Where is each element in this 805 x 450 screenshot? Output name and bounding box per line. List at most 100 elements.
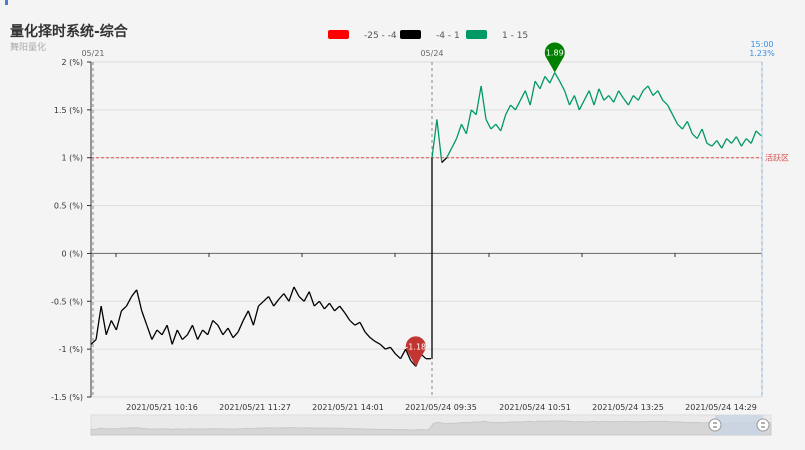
- series-segment: [735, 136, 742, 147]
- series-segment: [745, 138, 752, 144]
- series-segment: [578, 99, 585, 111]
- series-segment: [191, 324, 199, 340]
- legend-swatch: [400, 30, 421, 39]
- series-segment: [598, 88, 605, 101]
- series-segment: [544, 75, 551, 84]
- series-segment: [268, 296, 275, 307]
- y-tick-label: 2 (%): [62, 58, 83, 67]
- series-segment: [740, 138, 747, 147]
- markers: 1.89 -1.18: [405, 42, 565, 367]
- series-segment: [588, 90, 595, 106]
- series-segment: [303, 291, 310, 302]
- series-segment: [490, 123, 497, 130]
- series-segment: [755, 130, 762, 137]
- y-tick-label: 0 (%): [62, 249, 83, 258]
- series-segment: [534, 80, 541, 90]
- series-segment: [339, 305, 346, 314]
- zoom-handle[interactable]: [708, 418, 722, 432]
- series-segment: [681, 120, 688, 130]
- series-segment: [563, 90, 571, 106]
- series-segment: [431, 119, 438, 158]
- series-segment: [495, 123, 502, 132]
- zoom-handle[interactable]: [756, 418, 770, 432]
- series-segment: [151, 329, 158, 340]
- series-segment: [359, 322, 366, 333]
- series-segment: [354, 321, 361, 326]
- series-segment: [549, 72, 556, 84]
- x-tick-label: 2021/05/21 14:01: [312, 403, 384, 412]
- zoom-preview: [90, 420, 772, 436]
- series-segment: [207, 320, 214, 336]
- series-segment: [436, 119, 443, 163]
- series-segment: [480, 85, 487, 120]
- series-segment: [181, 334, 188, 341]
- series-segment: [613, 90, 620, 103]
- series-segment: [283, 293, 290, 302]
- series-segment: [721, 138, 728, 149]
- series-segment: [328, 302, 336, 312]
- series-segment: [514, 99, 521, 111]
- series-segment: [652, 90, 659, 96]
- legend: -25 - -4 -4 - 1 1 - 15: [328, 30, 528, 41]
- day-label: 05/21: [81, 49, 104, 58]
- series-segment: [349, 319, 356, 326]
- series-segment: [686, 121, 693, 135]
- series-segment: [161, 324, 168, 336]
- series-segment: [100, 305, 107, 335]
- series-segment: [642, 85, 649, 92]
- series-segment: [405, 348, 412, 361]
- series-segment: [455, 124, 463, 139]
- series-segment: [313, 300, 320, 307]
- series-segment: [379, 343, 386, 350]
- series-segment: [146, 324, 153, 340]
- series-segment: [691, 133, 698, 140]
- legend-label: 1 - 15: [502, 31, 528, 41]
- series-segment: [510, 104, 516, 111]
- series-segment: [364, 331, 371, 339]
- series-segment: [465, 109, 472, 134]
- series-segment: [696, 128, 703, 139]
- series-segment: [500, 114, 507, 132]
- series-segment: [618, 90, 625, 99]
- series-segment: [657, 90, 664, 101]
- data-zoom-slider: [90, 414, 772, 436]
- legend-swatch: [466, 30, 487, 39]
- series-segment: [451, 138, 458, 149]
- reference-label: 活跃区: [765, 153, 789, 163]
- series-segment: [90, 339, 97, 345]
- series-segment: [573, 95, 580, 111]
- zoom-selection: [715, 415, 763, 435]
- series-segment: [470, 109, 477, 116]
- series-segment: [334, 305, 341, 312]
- series-segment: [232, 331, 239, 339]
- legend-label: -4 - 1: [436, 31, 460, 41]
- series-segment: [288, 286, 295, 302]
- series-segment: [344, 312, 351, 321]
- series-segment: [252, 305, 260, 326]
- series-segment: [410, 360, 417, 367]
- series-segment: [141, 310, 148, 326]
- series-segment: [156, 329, 163, 336]
- series-segment: [212, 319, 219, 326]
- y-tick-label: 1.5 (%): [54, 106, 83, 115]
- y-tick-label: 0.5 (%): [54, 202, 83, 211]
- series-segment: [389, 346, 396, 355]
- series-segment: [278, 293, 285, 300]
- series-segment: [318, 300, 325, 310]
- series-segment: [258, 300, 264, 307]
- series-segment: [647, 85, 654, 96]
- series-segment: [110, 320, 117, 331]
- axes: 2 (%) 1.5 (%) 1 (%) 0.5 (%) 0 (%) -0.5 (%) -1 …: [51, 40, 789, 412]
- series-segment: [131, 289, 138, 297]
- series-segment: [731, 136, 737, 144]
- y-tick-label: -0.5 (%): [51, 297, 83, 306]
- corner-accent: [5, 0, 8, 5]
- series-segment: [706, 142, 713, 147]
- series-segment: [171, 329, 178, 345]
- end-time: 15:00: [750, 40, 773, 49]
- series-lines: [90, 72, 762, 367]
- series-segment: [726, 138, 732, 144]
- series-segment: [125, 296, 133, 307]
- series-segment: [115, 310, 123, 331]
- series-segment: [242, 310, 249, 321]
